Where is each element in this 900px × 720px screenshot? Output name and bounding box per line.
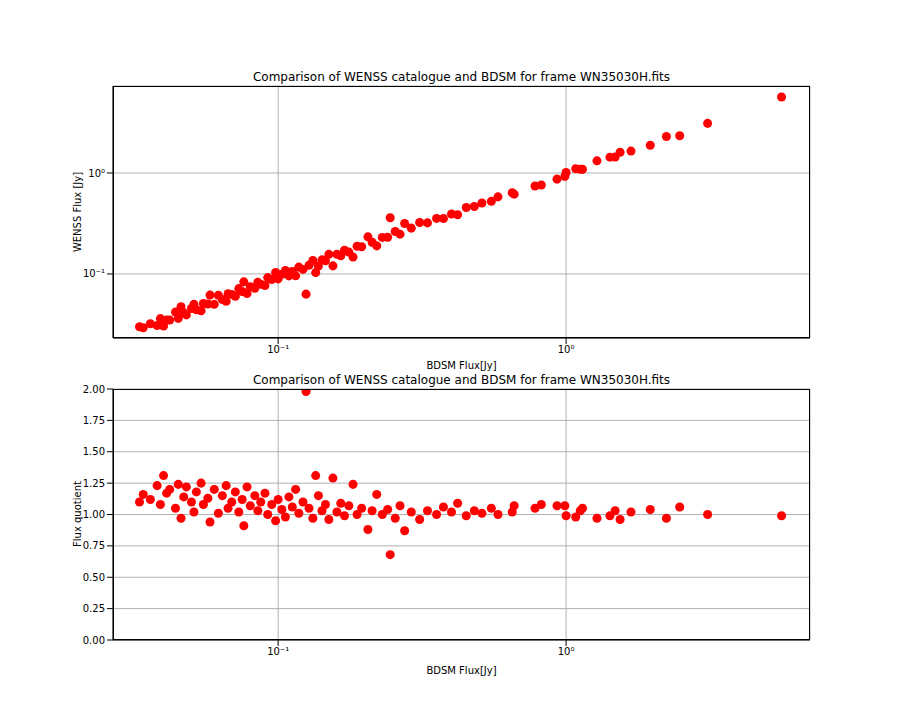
svg-text:1.25: 1.25 — [83, 478, 105, 489]
html-text:Comparison of WENSS catalogue: Comparison of WENSS catalogue and BDSM f… — [252, 70, 671, 84]
svg-text:10⁻¹: 10⁻¹ — [267, 344, 289, 355]
svg-text:0.25: 0.25 — [83, 603, 105, 614]
html-text:Flux quotient: Flux quotient — [71, 481, 83, 547]
svg-text:BDSM Flux[Jy]: BDSM Flux[Jy] — [426, 360, 496, 371]
svg-text:10⁰: 10⁰ — [558, 344, 575, 355]
svg-text:0.75: 0.75 — [83, 540, 105, 551]
svg-text:1.00: 1.00 — [83, 509, 105, 520]
svg-text:1.50: 1.50 — [83, 446, 105, 457]
svg-text:0.00: 0.00 — [83, 635, 105, 646]
svg-text:10⁰: 10⁰ — [88, 168, 105, 179]
svg-text:10⁻¹: 10⁻¹ — [267, 646, 289, 657]
html-text:Comparison of WENSS catalogue: Comparison of WENSS catalogue and BDSM f… — [252, 373, 671, 387]
svg-text:10⁻¹: 10⁻¹ — [83, 268, 105, 279]
html-text:WENSS Flux [Jy]: WENSS Flux [Jy] — [71, 171, 83, 253]
svg-text:1.75: 1.75 — [83, 415, 105, 426]
svg-text:BDSM Flux[Jy]: BDSM Flux[Jy] — [426, 665, 496, 676]
svg-text:10⁰: 10⁰ — [558, 646, 575, 657]
svg-text:2.00: 2.00 — [83, 384, 105, 395]
svg-text:0.50: 0.50 — [83, 572, 105, 583]
